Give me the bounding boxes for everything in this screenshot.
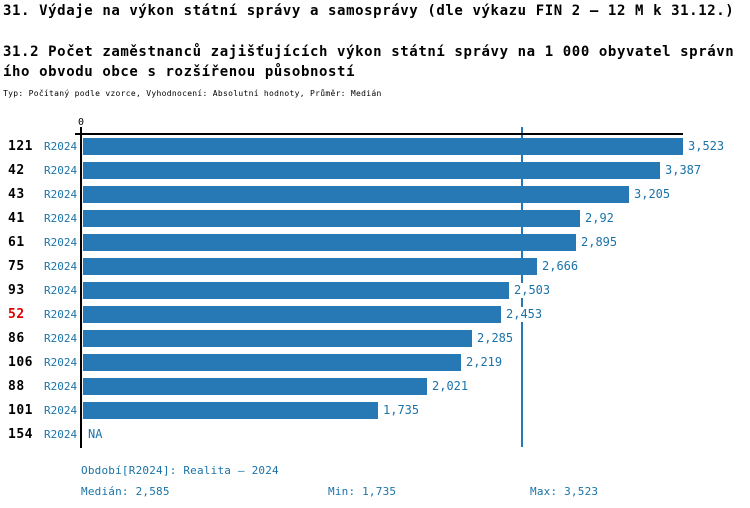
report-title: 31. Výdaje na výkon státní správy a samo… <box>3 3 735 19</box>
row-code-label: 106 <box>8 355 33 370</box>
bar-value-label: 3,387 <box>663 163 704 178</box>
row-period-label: R2024 <box>44 260 78 273</box>
chart-subtitle-line1: 31.2 Počet zaměstnanců zajišťujících výk… <box>3 44 735 60</box>
bar-value-label: 2,219 <box>464 355 505 370</box>
bar-value-label: NA <box>86 427 105 442</box>
bar <box>83 282 509 299</box>
footer-median: Medián: 2,585 <box>81 485 170 498</box>
bar-value-label: 2,021 <box>430 379 471 394</box>
bar-value-label: 2,92 <box>583 211 616 226</box>
bar <box>83 138 683 155</box>
row-period-label: R2024 <box>44 236 78 249</box>
bar <box>83 330 472 347</box>
bar-value-label: 3,205 <box>632 187 673 202</box>
row-period-label: R2024 <box>44 308 78 321</box>
footer-max: Max: 3,523 <box>530 485 599 498</box>
bar-value-label: 2,285 <box>475 331 516 346</box>
bar <box>83 210 580 227</box>
row-code-label: 121 <box>8 139 33 154</box>
bar-value-label: 2,895 <box>579 235 620 250</box>
chart-meta-line: Typ: Počítaný podle vzorce, Vyhodnocení:… <box>3 89 382 98</box>
row-code-label: 61 <box>8 235 25 250</box>
bar <box>83 306 501 323</box>
bar <box>83 402 378 419</box>
row-code-label: 101 <box>8 403 33 418</box>
row-code-label: 93 <box>8 283 25 298</box>
row-code-label: 52 <box>8 307 25 322</box>
footer-min: Min: 1,735 <box>328 485 397 498</box>
bar <box>83 162 660 179</box>
row-code-label: 88 <box>8 379 25 394</box>
row-period-label: R2024 <box>44 164 78 177</box>
row-period-label: R2024 <box>44 428 78 441</box>
row-period-label: R2024 <box>44 380 78 393</box>
row-period-label: R2024 <box>44 140 78 153</box>
bar <box>83 258 537 275</box>
row-period-label: R2024 <box>44 284 78 297</box>
bar <box>83 234 576 251</box>
row-code-label: 43 <box>8 187 25 202</box>
bar-value-label: 2,666 <box>540 259 581 274</box>
bar-value-label: 2,453 <box>504 307 545 322</box>
x-axis-origin-label: 0 <box>77 117 85 128</box>
row-period-label: R2024 <box>44 212 78 225</box>
bar <box>83 354 461 371</box>
row-period-label: R2024 <box>44 188 78 201</box>
row-code-label: 154 <box>8 427 33 442</box>
bar-value-label: 2,503 <box>512 283 553 298</box>
bar-value-label: 3,523 <box>686 139 727 154</box>
row-code-label: 75 <box>8 259 25 274</box>
row-code-label: 86 <box>8 331 25 346</box>
x-axis-line <box>75 133 683 135</box>
bar <box>83 186 629 203</box>
y-axis-line <box>80 127 82 448</box>
row-period-label: R2024 <box>44 356 78 369</box>
row-period-label: R2024 <box>44 404 78 417</box>
row-code-label: 42 <box>8 163 25 178</box>
row-period-label: R2024 <box>44 332 78 345</box>
bar-value-label: 1,735 <box>381 403 422 418</box>
row-code-label: 41 <box>8 211 25 226</box>
footer-period: Období[R2024]: Realita – 2024 <box>81 464 279 477</box>
chart-subtitle-line2: ího obvodu obce s rozšířenou působností <box>3 64 356 80</box>
bar <box>83 378 427 395</box>
